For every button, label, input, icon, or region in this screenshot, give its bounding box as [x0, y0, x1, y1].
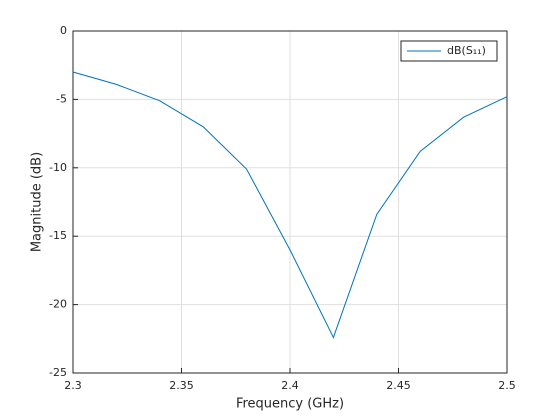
x-axis-label: Frequency (GHz)	[236, 397, 344, 412]
y-tick-label: -20	[49, 298, 67, 311]
y-tick-label: -5	[56, 92, 67, 105]
axes-box	[72, 30, 508, 374]
legend-label: dB(S₁₁)	[447, 44, 486, 57]
x-tick-label: 2.3	[64, 379, 82, 392]
y-tick-label: -15	[49, 229, 67, 242]
legend-box	[400, 40, 498, 62]
x-tick-label: 2.45	[386, 379, 411, 392]
x-tick-label: 2.4	[281, 379, 299, 392]
x-tick-label: 2.35	[169, 379, 194, 392]
y-tick-label: 0	[60, 24, 67, 37]
x-tick-label: 2.5	[498, 379, 516, 392]
y-axis-label: Magnitude (dB)	[30, 152, 45, 252]
data-line	[72, 71, 508, 339]
y-tick-label: -10	[49, 161, 67, 174]
y-tick-label: -25	[49, 366, 67, 379]
